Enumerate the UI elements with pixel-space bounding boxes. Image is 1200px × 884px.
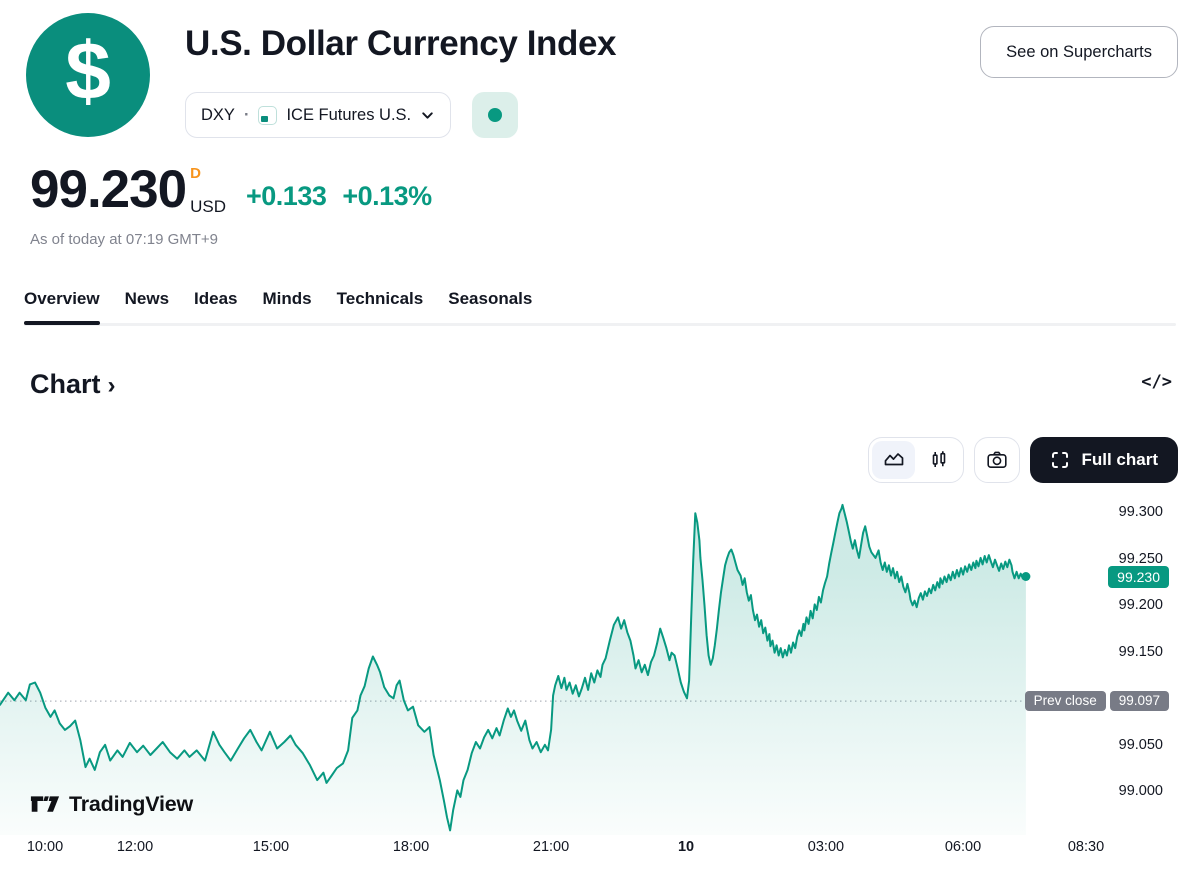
- tab-seasonals[interactable]: Seasonals: [448, 289, 533, 308]
- time-axis-label: 10: [677, 839, 695, 855]
- see-on-supercharts-button[interactable]: See on Supercharts: [980, 26, 1178, 78]
- price-axis-label: 99.000: [1118, 783, 1163, 800]
- currency-label: USD: [190, 197, 227, 216]
- prev-close-label-badge: Prev close: [1024, 691, 1106, 712]
- symbol-logo: $: [26, 13, 150, 137]
- chevron-right-icon: ›: [107, 371, 116, 399]
- screenshot-button[interactable]: [974, 437, 1021, 483]
- tab-overview[interactable]: Overview: [24, 289, 100, 325]
- camera-icon: [987, 451, 1008, 468]
- last-price-badge: 99.230: [1108, 566, 1169, 589]
- price-axis-label: 99.150: [1118, 643, 1163, 660]
- price-value: 99.230: [30, 160, 187, 220]
- ticker-label: DXY: [201, 105, 235, 124]
- last-price-dot: [1021, 572, 1031, 581]
- symbol-switcher-button[interactable]: DXY · ICE Futures U.S.: [185, 92, 452, 138]
- exchange-logo-icon: [258, 105, 278, 125]
- embed-code-button[interactable]: </>: [1141, 372, 1172, 392]
- area-chart-icon: [884, 453, 904, 466]
- tabs-wrap: Overview News Ideas Minds Technicals Seasonal…: [24, 289, 1176, 327]
- time-axis-label: 18:00: [392, 839, 430, 855]
- chart-toolbar: Full chart: [868, 437, 1178, 483]
- chart-area: 99.300 99.250 99.200 99.150 99.050 99.000 99.…: [0, 484, 1200, 884]
- dot-separator: ·: [243, 105, 250, 124]
- fullscreen-icon: [1052, 452, 1069, 468]
- full-chart-button[interactable]: Full chart: [1030, 437, 1178, 483]
- area-chart-type-button[interactable]: [872, 441, 916, 479]
- price-axis-label: 99.250: [1118, 550, 1163, 567]
- market-status-chip[interactable]: [472, 92, 518, 138]
- full-chart-label: Full chart: [1081, 450, 1158, 469]
- tradingview-logo-text: TradingView: [69, 792, 194, 816]
- price-axis-label: 99.050: [1118, 736, 1163, 753]
- time-axis-label: 21:00: [532, 839, 570, 855]
- chart-section-link[interactable]: Chart ›: [30, 369, 116, 400]
- prev-close-price-badge: 99.097: [1109, 691, 1169, 712]
- quote-price-row: 99.230 D USD +0.133 +0.13%: [30, 160, 432, 220]
- price-axis-label: 99.200: [1118, 597, 1163, 614]
- tab-technicals[interactable]: Technicals: [336, 289, 424, 308]
- chart-section-title: Chart: [30, 369, 101, 399]
- timeframe-flag: D: [190, 165, 201, 182]
- price-axis-label: 99.300: [1118, 504, 1163, 521]
- time-axis-label: 03:00: [807, 839, 845, 855]
- tab-minds[interactable]: Minds: [262, 289, 312, 308]
- tab-news[interactable]: News: [124, 289, 170, 308]
- price-change-abs: +0.133: [246, 181, 327, 211]
- candlestick-chart-type-button[interactable]: [917, 441, 960, 479]
- area-fill: [0, 504, 1026, 835]
- candlestick-icon: [932, 451, 946, 467]
- code-icon: </>: [1141, 372, 1172, 392]
- tab-bar: Overview News Ideas Minds Technicals Seasonal…: [24, 289, 1176, 325]
- page-title: U.S. Dollar Currency Index: [185, 24, 617, 63]
- chart-type-segmented-control: [868, 437, 965, 483]
- tradingview-logo-icon: [30, 796, 60, 812]
- price-change-percent: +0.13%: [342, 181, 432, 211]
- exchange-label: ICE Futures U.S.: [286, 105, 412, 124]
- time-axis-label: 10:00: [26, 839, 64, 855]
- dollar-sign-icon: $: [65, 26, 111, 117]
- price-chart[interactable]: [0, 484, 1200, 884]
- tab-ideas[interactable]: Ideas: [194, 289, 238, 308]
- time-axis-label: 15:00: [252, 839, 290, 855]
- prev-close-badges: Prev close 99.097: [1024, 691, 1169, 712]
- price-line: [0, 503, 1027, 832]
- quote-timestamp: As of today at 07:19 GMT+9: [30, 231, 219, 248]
- time-axis-label: 08:30: [1067, 839, 1105, 855]
- tradingview-attribution[interactable]: TradingView: [30, 792, 193, 817]
- chevron-down-icon: [422, 111, 433, 119]
- time-axis-label: 12:00: [116, 839, 154, 855]
- time-axis-label: 06:00: [944, 839, 982, 855]
- tabs-divider: [24, 323, 1176, 326]
- market-open-dot-icon: [488, 108, 502, 122]
